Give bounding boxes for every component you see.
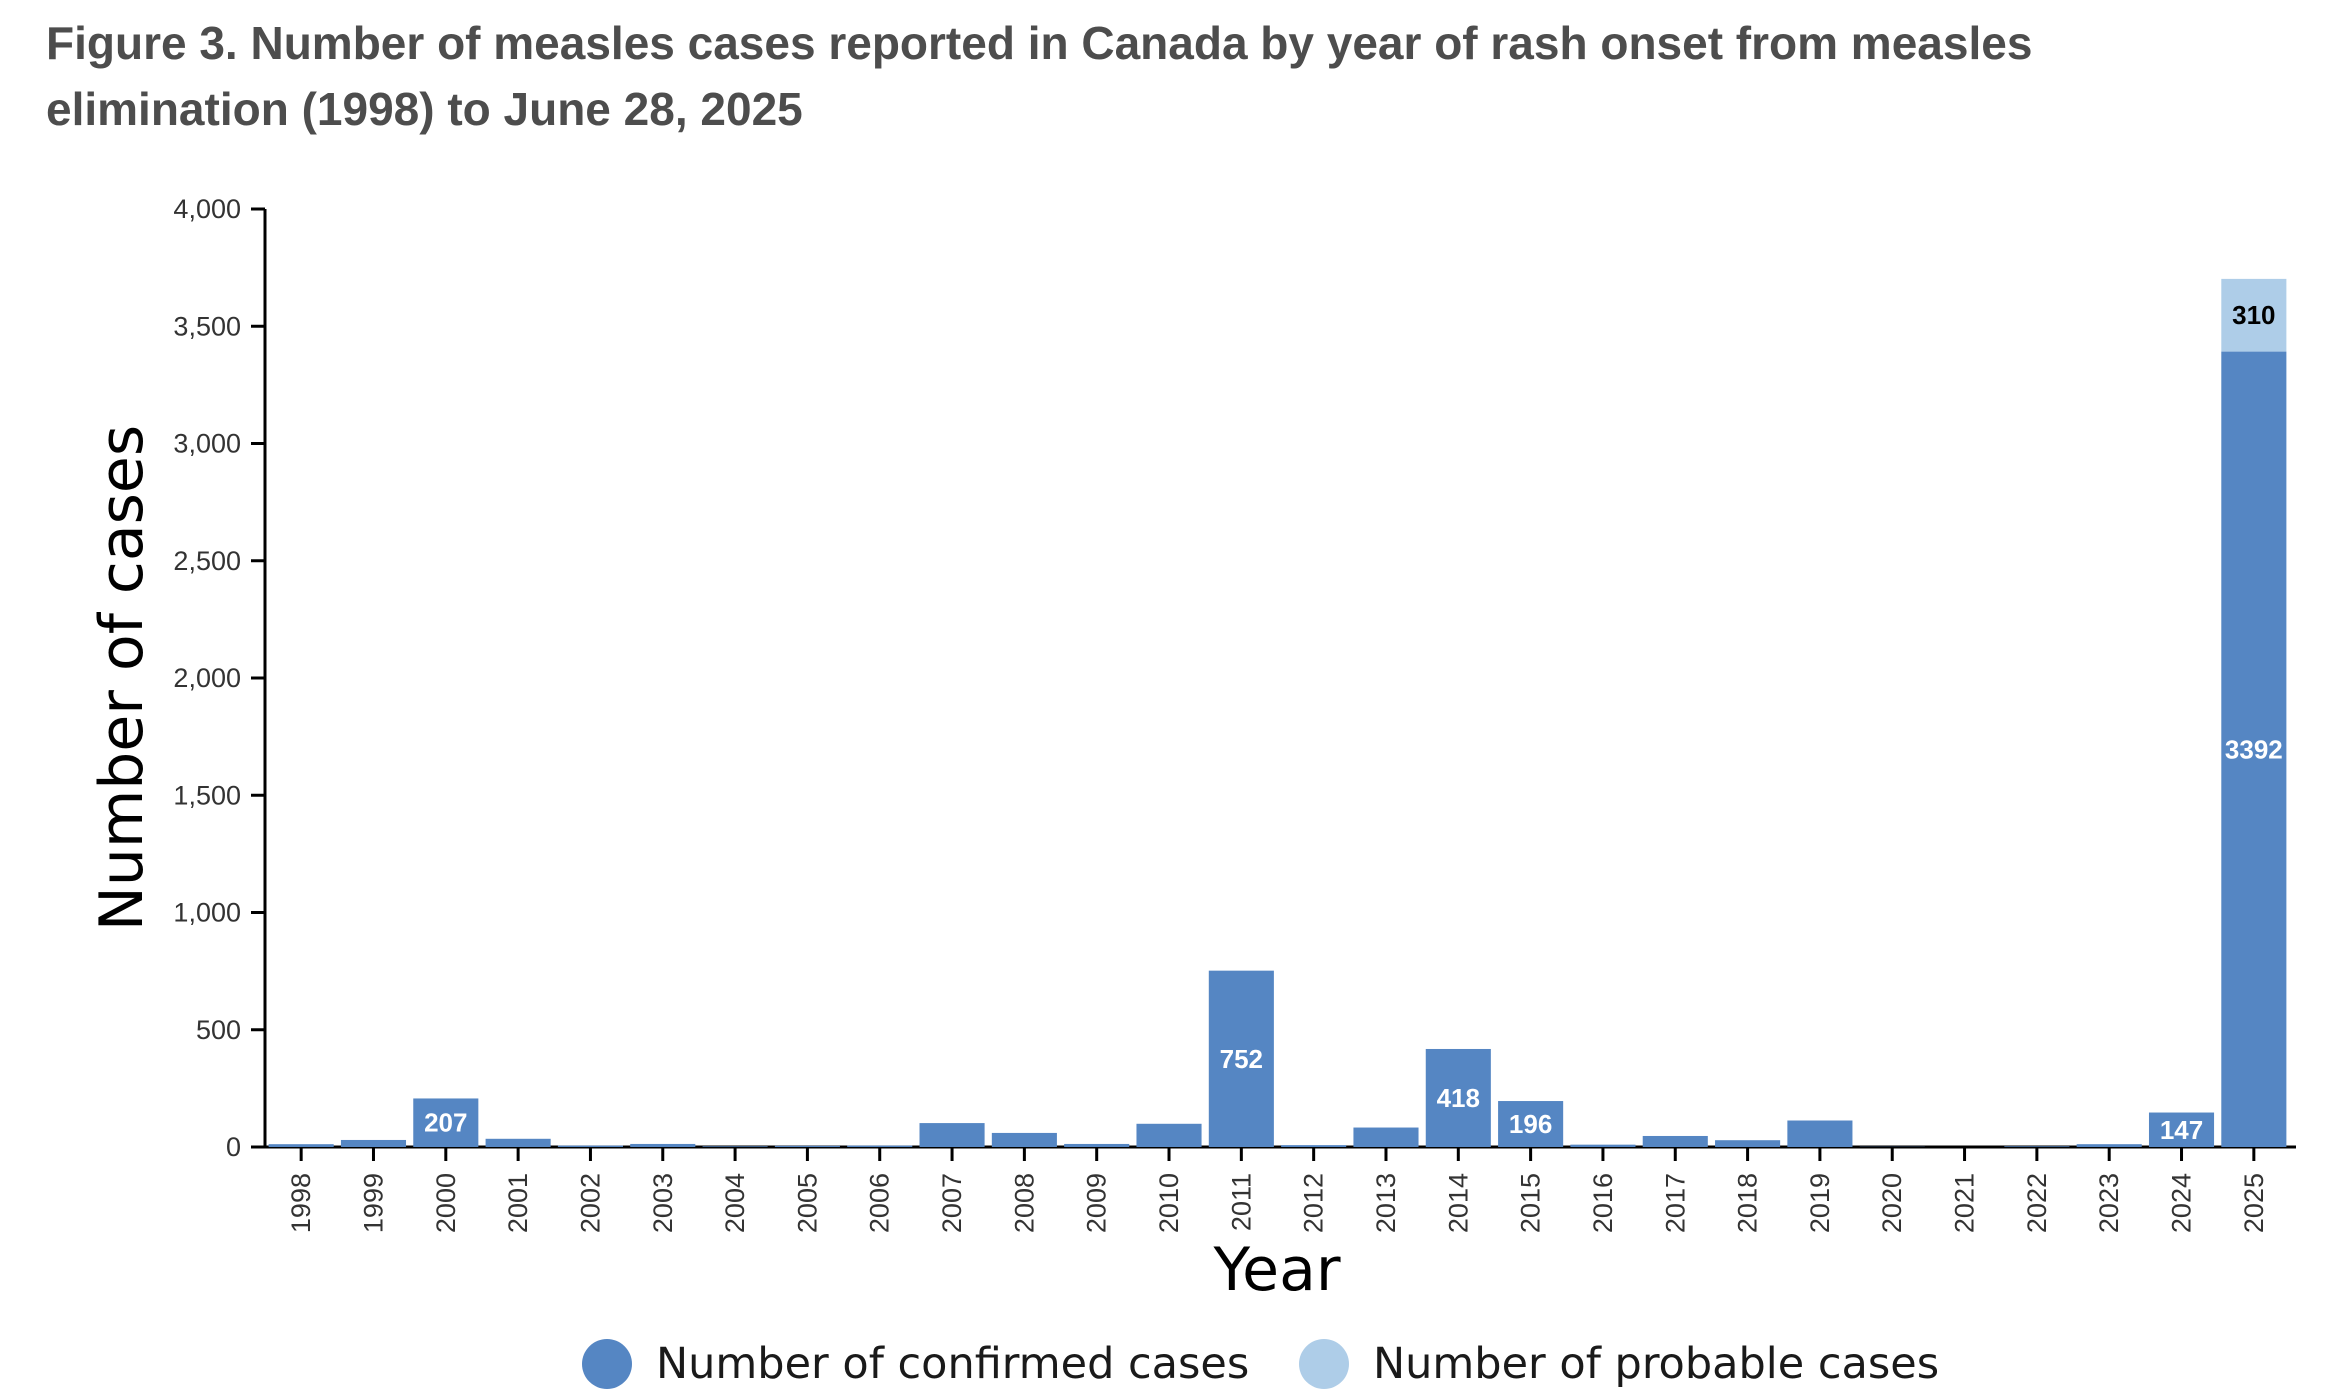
bar-confirmed-2017 (1642, 1135, 1708, 1147)
x-tick-label: 2021 (1950, 1173, 1980, 1233)
legend-label-probable: Number of probable cases (1373, 1339, 1939, 1389)
y-tick-label: 3,500 (173, 311, 241, 341)
x-tick-label: 2001 (503, 1173, 533, 1233)
y-tick-label: 2,000 (173, 663, 241, 693)
bar-confirmed-2006 (847, 1145, 913, 1147)
x-tick-label: 2002 (575, 1173, 605, 1233)
data-label-confirmed: 196 (1509, 1109, 1552, 1139)
x-tick-label: 2006 (865, 1173, 895, 1233)
bar-confirmed-2003 (630, 1143, 696, 1147)
x-tick-label: 2003 (648, 1173, 678, 1233)
data-label-confirmed: 752 (1220, 1044, 1263, 1074)
bar-confirmed-2001 (485, 1138, 551, 1147)
x-tick-label: 2007 (937, 1173, 967, 1233)
x-tick-label: 2015 (1516, 1173, 1546, 1233)
bar-confirmed-2000 (413, 1098, 479, 1147)
x-tick-label: 2022 (2022, 1173, 2052, 1233)
y-tick-label: 1,500 (173, 780, 241, 810)
x-tick-label: 2020 (1877, 1173, 1907, 1233)
x-tick-label: 2009 (1082, 1173, 1112, 1233)
bar-confirmed-1999 (340, 1139, 407, 1147)
bar-confirmed-2018 (1715, 1140, 1781, 1147)
bar-confirmed-2009 (1064, 1143, 1130, 1147)
y-tick-label: 500 (196, 1015, 241, 1045)
legend-swatch-probable (1299, 1339, 1349, 1389)
data-label-probable: 310 (2232, 300, 2275, 330)
x-tick-label: 2017 (1660, 1173, 1690, 1233)
bar-confirmed-2012 (1281, 1145, 1347, 1147)
x-tick-label: 2011 (1226, 1173, 1256, 1231)
x-tick-label: 2014 (1443, 1173, 1473, 1233)
x-tick-label: 2024 (2167, 1173, 2197, 1233)
bar-confirmed-2015 (1498, 1101, 1564, 1147)
x-tick-label: 1998 (286, 1173, 316, 1233)
legend-label-confirmed: Number of confirmed cases (656, 1339, 1249, 1389)
y-tick-label: 0 (226, 1132, 241, 1162)
y-tick-label: 4,000 (173, 194, 241, 224)
y-axis-title: Number of cases (87, 425, 157, 931)
bar-confirmed-2023 (2076, 1144, 2142, 1147)
x-tick-label: 2004 (720, 1173, 750, 1233)
bar-confirmed-2013 (1353, 1127, 1419, 1147)
bar-confirmed-2002 (557, 1145, 623, 1147)
x-tick-label: 2000 (431, 1173, 461, 1233)
x-tick-label: 2013 (1371, 1173, 1401, 1233)
x-tick-label: 1999 (358, 1173, 388, 1233)
x-tick-label: 2016 (1588, 1173, 1618, 1233)
y-tick-label: 1,000 (173, 898, 241, 928)
bar-confirmed-2011 (1208, 970, 1274, 1147)
bar-confirmed-1998 (268, 1144, 334, 1147)
bar-confirmed-2014 (1425, 1048, 1491, 1147)
data-label-confirmed: 418 (1437, 1083, 1480, 1113)
y-tick-label: 2,500 (173, 546, 241, 576)
chart-title: Figure 3. Number of measles cases report… (46, 17, 2033, 135)
legend-swatch-confirmed (582, 1339, 632, 1389)
data-label-confirmed: 3392 (2225, 734, 2283, 764)
bar-confirmed-2016 (1570, 1144, 1636, 1147)
x-tick-label: 2019 (1805, 1173, 1835, 1233)
data-label-confirmed: 147 (2160, 1115, 2203, 1145)
x-tick-label: 2008 (1009, 1173, 1039, 1233)
bar-confirmed-2019 (1787, 1120, 1853, 1147)
bar-confirmed-2022 (2004, 1146, 2070, 1147)
bar-probable-2025 (2221, 278, 2287, 352)
x-tick-label: 2010 (1154, 1173, 1184, 1233)
y-tick-label: 3,000 (173, 429, 241, 459)
bar-confirmed-2005 (774, 1145, 840, 1147)
x-tick-label: 2023 (2094, 1173, 2124, 1233)
bar-confirmed-2025 (2221, 351, 2287, 1147)
bar-confirmed-2008 (991, 1132, 1057, 1147)
x-tick-label: 2005 (792, 1173, 822, 1233)
x-axis-title: Year (1212, 1235, 1340, 1305)
bar-confirmed-2004 (702, 1146, 768, 1147)
x-tick-label: 2012 (1299, 1173, 1329, 1233)
x-tick-label: 2025 (2239, 1173, 2269, 1233)
bar-confirmed-2010 (1136, 1123, 1202, 1147)
bar-confirmed-2024 (2148, 1112, 2215, 1147)
data-label-confirmed: 207 (424, 1108, 467, 1138)
x-tick-label: 2018 (1733, 1173, 1763, 1233)
bar-confirmed-2007 (919, 1123, 985, 1147)
